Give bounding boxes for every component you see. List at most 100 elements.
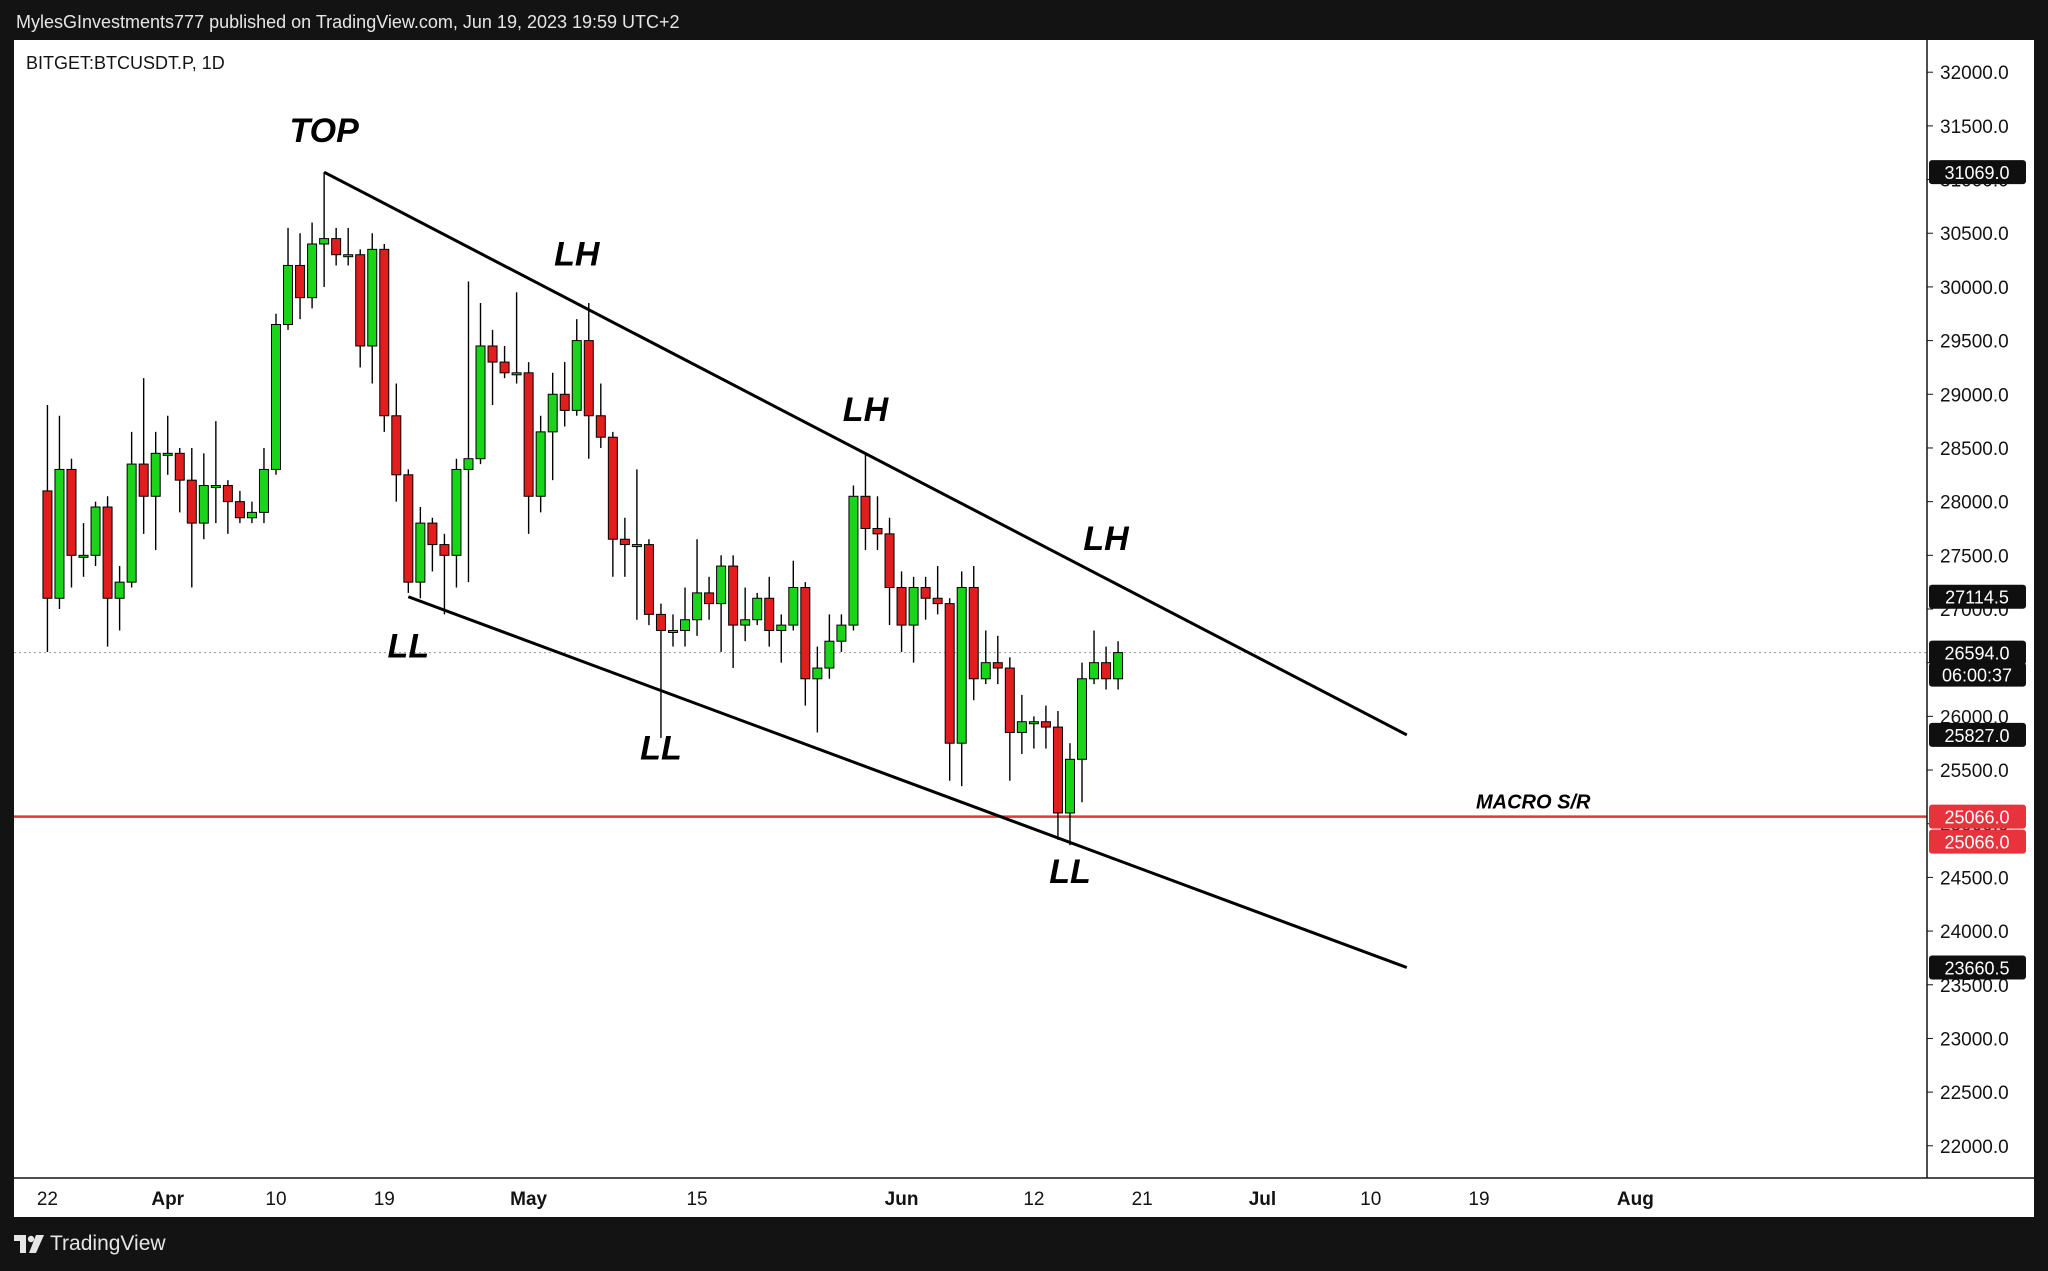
price-chart[interactable]: MACRO S/R TOP LH LH LH LL LL LL BITGET:BTCUSDT.… — [14, 40, 2034, 1217]
candle[interactable] — [1089, 630, 1100, 685]
candle[interactable] — [704, 576, 715, 620]
candle[interactable] — [1028, 716, 1039, 749]
candle[interactable] — [126, 431, 137, 588]
candle[interactable] — [150, 431, 161, 550]
plot-area[interactable]: MACRO S/R TOP LH LH LH LL LL LL — [14, 112, 1927, 969]
candle-body — [150, 452, 161, 497]
candle[interactable] — [90, 501, 101, 567]
candle[interactable] — [1016, 694, 1027, 754]
candle[interactable] — [920, 576, 931, 620]
candle[interactable] — [788, 560, 799, 631]
candle[interactable] — [114, 566, 125, 631]
candle[interactable] — [956, 571, 967, 787]
candle[interactable] — [896, 571, 907, 652]
candle[interactable] — [776, 614, 787, 663]
candle[interactable] — [403, 469, 414, 593]
candle[interactable] — [138, 378, 149, 534]
candle[interactable] — [571, 319, 582, 416]
candle[interactable] — [968, 566, 979, 701]
candle[interactable] — [42, 405, 53, 652]
candle[interactable] — [872, 496, 883, 550]
candle[interactable] — [523, 362, 534, 534]
candle[interactable] — [379, 243, 390, 432]
candle[interactable] — [162, 415, 173, 475]
upper-channel-trendline[interactable] — [323, 170, 1408, 737]
candle[interactable] — [439, 533, 450, 615]
candle[interactable] — [475, 303, 486, 465]
candle[interactable] — [728, 555, 739, 669]
candle[interactable] — [980, 630, 991, 685]
candle[interactable] — [295, 233, 306, 320]
candle[interactable] — [343, 227, 354, 266]
candle[interactable] — [511, 292, 522, 384]
candle[interactable] — [944, 598, 955, 781]
candle[interactable] — [583, 303, 594, 459]
candle[interactable] — [992, 635, 1003, 685]
candle[interactable] — [1040, 705, 1051, 749]
candle[interactable] — [764, 576, 775, 647]
candle[interactable] — [535, 415, 546, 513]
candle[interactable] — [667, 614, 678, 647]
candle[interactable] — [499, 345, 510, 379]
candle[interactable] — [234, 490, 245, 524]
candle[interactable] — [932, 566, 943, 615]
candle[interactable] — [631, 469, 642, 620]
candle[interactable] — [66, 458, 77, 588]
candle[interactable] — [619, 517, 630, 577]
candle[interactable] — [716, 555, 727, 652]
candle[interactable] — [78, 523, 89, 577]
candle[interactable] — [427, 517, 438, 572]
candle[interactable] — [680, 587, 691, 647]
candle[interactable] — [740, 587, 751, 642]
candle[interactable] — [319, 172, 330, 287]
candle[interactable] — [102, 496, 113, 647]
candle[interactable] — [812, 646, 823, 733]
candle[interactable] — [752, 592, 763, 626]
candle[interactable] — [547, 372, 558, 481]
candle-body — [391, 415, 402, 476]
candle[interactable] — [908, 576, 919, 663]
candle[interactable] — [355, 249, 366, 368]
candle[interactable] — [222, 480, 233, 534]
lower-channel-trendline[interactable] — [407, 595, 1408, 969]
candle[interactable] — [1113, 641, 1124, 690]
candle[interactable] — [1004, 657, 1015, 781]
candle[interactable] — [655, 603, 666, 738]
candle[interactable] — [246, 501, 257, 524]
candle[interactable] — [643, 539, 654, 626]
candle[interactable] — [307, 222, 318, 309]
candle[interactable] — [487, 329, 498, 406]
candle[interactable] — [692, 539, 703, 636]
candle[interactable] — [391, 383, 402, 502]
candle[interactable] — [1064, 743, 1075, 846]
time-tick-label: 22 — [37, 1189, 58, 1210]
candle[interactable] — [174, 447, 185, 513]
candle[interactable] — [331, 227, 342, 266]
price-axis[interactable]: 22000.0 22500.0 23000.0 23500.0 24000.0 24500… — [1927, 63, 2009, 1158]
candle[interactable] — [836, 614, 847, 652]
candle[interactable] — [367, 233, 378, 384]
time-axis[interactable]: 22 Apr 10 19 May 15 Jun 12 21 Jul 10 19 Aug — [37, 1189, 1654, 1210]
tradingview-brand[interactable]: TradingView — [14, 1230, 166, 1258]
candle[interactable] — [415, 507, 426, 599]
candle[interactable] — [271, 313, 281, 475]
candle[interactable] — [258, 447, 269, 524]
candle[interactable] — [848, 485, 859, 631]
candle[interactable] — [884, 517, 895, 626]
candle[interactable] — [186, 447, 197, 588]
candle[interactable] — [860, 453, 871, 550]
candle[interactable] — [800, 582, 811, 706]
candle[interactable] — [54, 415, 65, 609]
candle[interactable] — [210, 421, 221, 524]
candle[interactable] — [283, 227, 294, 330]
candle[interactable] — [1052, 710, 1063, 840]
candle[interactable] — [607, 431, 618, 577]
candle[interactable] — [1101, 646, 1112, 690]
candle[interactable] — [198, 453, 209, 540]
candle[interactable] — [1077, 662, 1088, 803]
candle[interactable] — [451, 458, 462, 588]
candle[interactable] — [463, 281, 474, 583]
candle[interactable] — [824, 614, 835, 679]
candle[interactable] — [559, 362, 570, 427]
candle[interactable] — [595, 383, 606, 448]
